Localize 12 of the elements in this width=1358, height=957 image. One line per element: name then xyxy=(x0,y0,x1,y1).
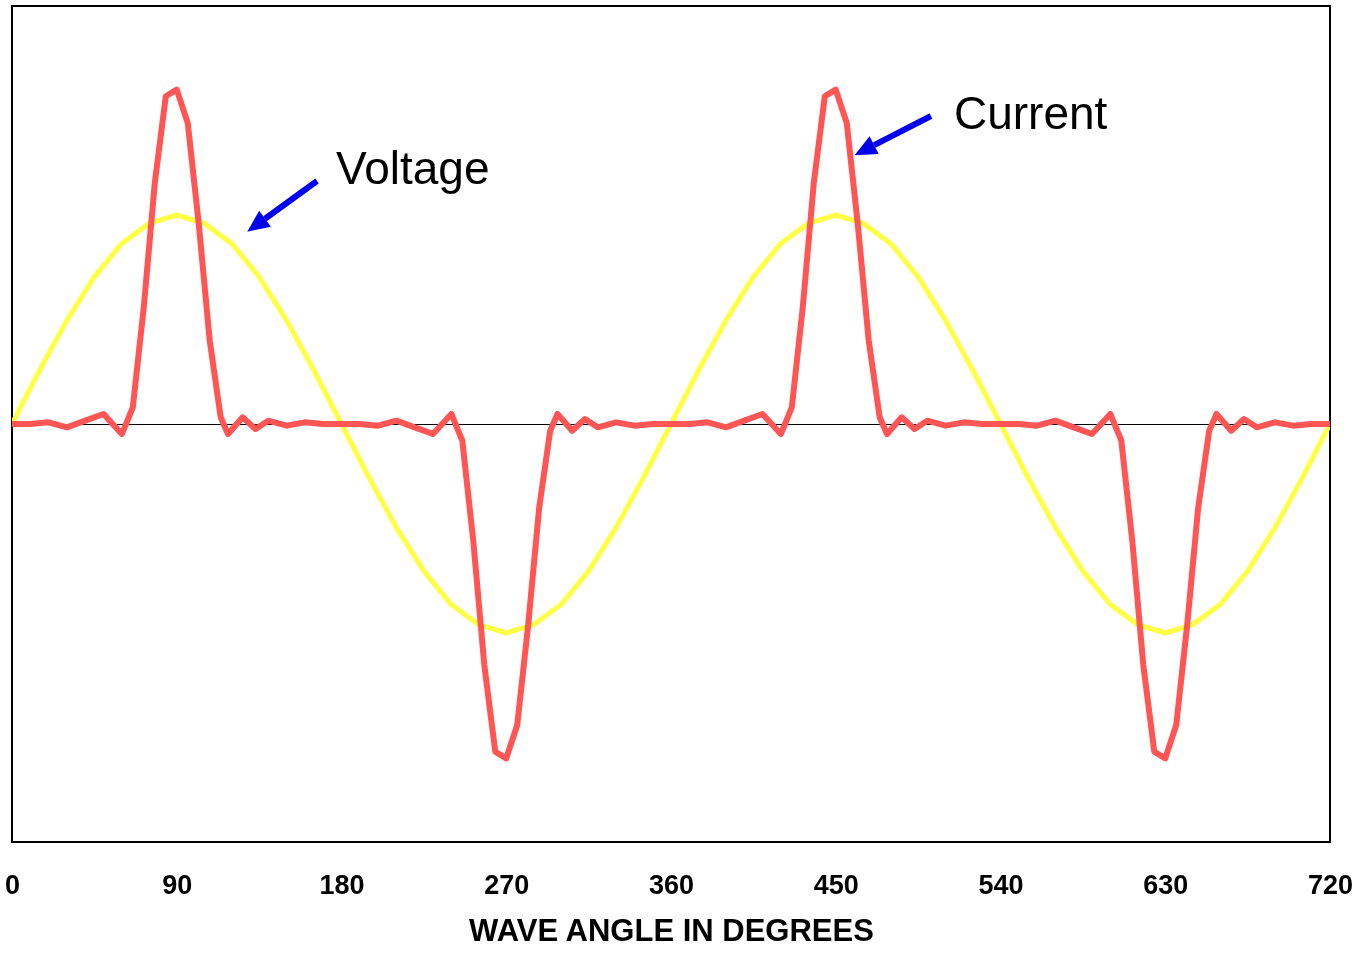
x-tick-label: 360 xyxy=(648,869,695,900)
x-tick-label: 0 xyxy=(4,869,21,900)
x-tick-label: 180 xyxy=(319,869,365,900)
x-tick-label: 270 xyxy=(484,869,530,900)
x-tick-label: 720 xyxy=(1307,869,1354,900)
x-axis-title: WAVE ANGLE IN DEGREES xyxy=(469,912,874,948)
x-tick-label: 450 xyxy=(813,869,859,900)
x-tick-label: 630 xyxy=(1143,869,1189,900)
annotation: Voltage xyxy=(336,142,490,194)
x-tick-label: 540 xyxy=(978,869,1024,900)
x-tick-label: 90 xyxy=(162,869,193,900)
annotation: Current xyxy=(954,87,1108,139)
